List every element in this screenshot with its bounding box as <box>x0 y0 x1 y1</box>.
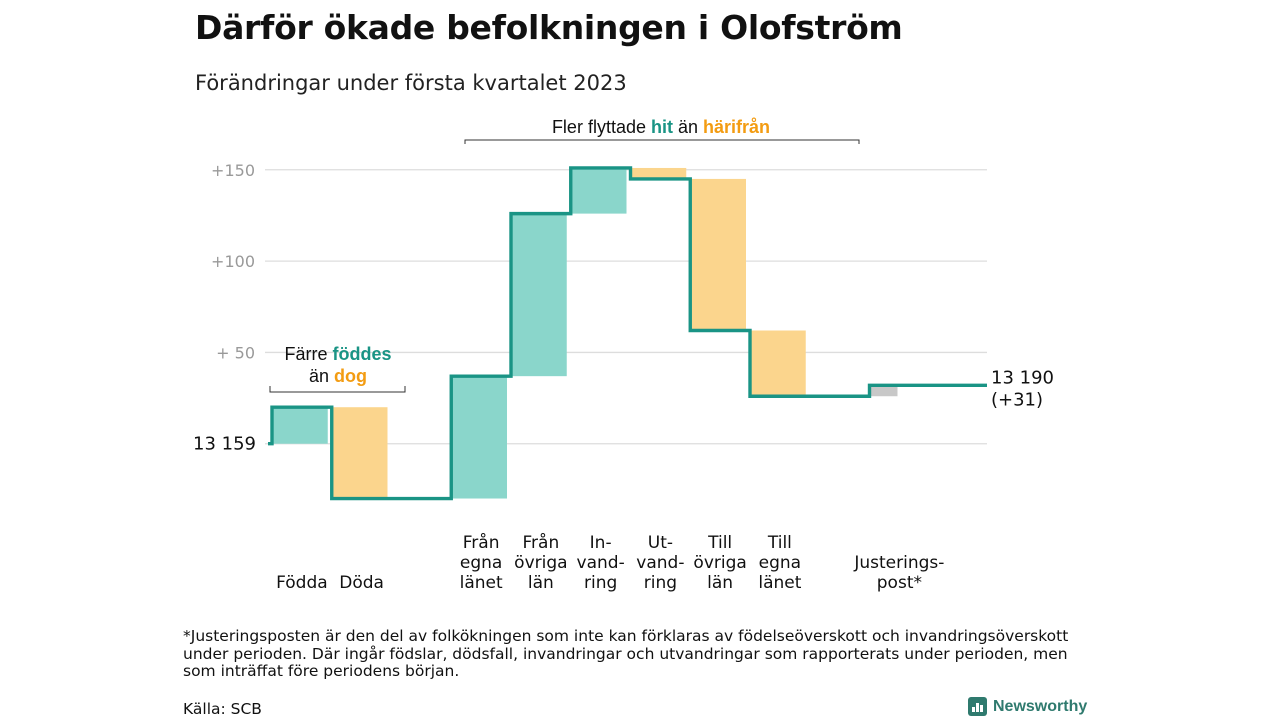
waterfall-bar <box>451 376 507 499</box>
waterfall-bar <box>331 407 388 499</box>
end-value-label: 13 190 <box>991 367 1054 388</box>
x-category-label: Från <box>463 532 500 553</box>
start-value-label: 13 159 <box>193 434 256 455</box>
brand-name: Newsworthy <box>993 697 1088 715</box>
x-category-label: län <box>528 573 554 593</box>
waterfall-bar <box>690 178 746 331</box>
x-category-label: Från <box>523 532 560 553</box>
x-category-label: Till <box>707 533 732 553</box>
waterfall-bar <box>511 213 567 377</box>
x-category-label: Döda <box>339 573 384 593</box>
chart-title: Därför ökade befolkningen i Olofström <box>195 8 903 47</box>
x-category-label: län <box>707 573 733 593</box>
x-category-label: ring <box>584 573 617 593</box>
y-tick-label: +100 <box>211 252 255 271</box>
x-category-label: vand- <box>577 553 625 573</box>
annotation-bracket-births-deaths <box>269 386 406 393</box>
waterfall-bar <box>750 330 806 397</box>
waterfall-bar <box>570 167 627 214</box>
brand-logo: Newsworthy <box>968 697 1087 716</box>
x-category-label: övriga <box>693 553 746 573</box>
waterfall-bar <box>272 407 328 444</box>
newsworthy-icon <box>968 697 987 716</box>
end-change-label: (+31) <box>991 389 1043 410</box>
x-category-label: vand- <box>636 553 684 573</box>
y-tick-label: +150 <box>211 161 255 180</box>
annotation-births-deaths-line2: än dog <box>309 366 367 386</box>
waterfall-bar <box>869 385 898 397</box>
x-category-label: Justerings- <box>853 553 944 573</box>
chart-subtitle: Förändringar under första kvartalet 2023 <box>195 71 627 95</box>
x-category-label: övriga <box>514 553 567 573</box>
cumulative-step-line <box>268 166 987 501</box>
annotation-bracket-migration <box>464 139 860 144</box>
x-category-label: länet <box>758 573 801 593</box>
x-category-label: egna <box>460 553 502 573</box>
waterfall-bar <box>630 167 687 179</box>
footnote: *Justeringsposten är den del av folkökni… <box>183 627 1069 680</box>
source-label: Källa: SCB <box>183 700 262 718</box>
x-category-label: ring <box>644 573 677 593</box>
annotation-migration: Fler flyttade hit än härifrån <box>552 117 770 137</box>
x-category-label: länet <box>460 573 503 593</box>
annotation-births-deaths-line1: Färre föddes <box>284 344 391 364</box>
y-tick-label: + 50 <box>216 343 255 362</box>
x-category-label: post* <box>877 573 922 593</box>
x-category-label: Till <box>767 533 792 553</box>
x-category-label: egna <box>759 553 801 573</box>
x-category-label: Ut- <box>648 533 673 553</box>
x-category-label: Födda <box>276 573 328 593</box>
x-category-label: In- <box>590 533 612 553</box>
